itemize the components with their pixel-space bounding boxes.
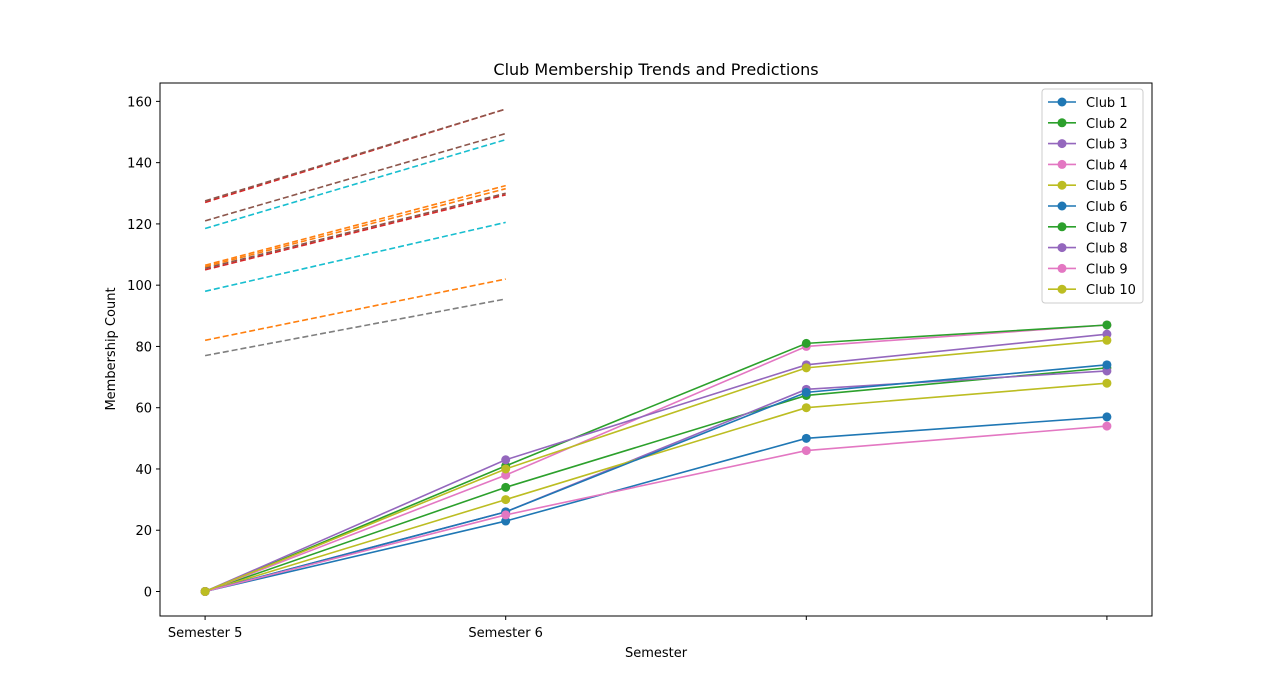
data-point: [801, 403, 811, 413]
data-point: [501, 464, 511, 474]
x-tick-label: Semester 5: [168, 626, 243, 641]
legend-marker: [1057, 263, 1067, 273]
data-point: [200, 586, 210, 596]
plot-area: [200, 108, 1112, 596]
legend-label: Club 4: [1086, 158, 1128, 173]
legend-marker: [1057, 284, 1067, 294]
legend-marker: [1057, 139, 1067, 149]
data-point: [1102, 320, 1112, 330]
data-point: [801, 338, 811, 348]
legend-marker: [1057, 243, 1067, 253]
prediction-line: [204, 221, 506, 293]
prediction-line: [204, 194, 506, 271]
prediction-line: [204, 187, 506, 268]
legend: Club 1 Club 2 Club 3 Club 4 Club 5 Club 6 Club…: [1041, 88, 1144, 304]
data-point: [501, 495, 511, 505]
legend-marker: [1057, 201, 1067, 211]
legend-label: Club 10: [1086, 283, 1136, 298]
legend-label: Club 3: [1086, 138, 1128, 153]
legend-label: Club 9: [1086, 262, 1128, 277]
y-tick-label: 100: [127, 279, 152, 294]
series-line: [204, 339, 1107, 593]
data-point: [801, 387, 811, 397]
prediction-line: [204, 278, 506, 342]
data-point: [801, 363, 811, 373]
series-line: [204, 324, 1107, 593]
series-line: [204, 425, 1107, 593]
y-tick-label: 80: [135, 340, 152, 355]
legend-label: Club 5: [1086, 179, 1128, 194]
plot-frame: [159, 82, 1153, 617]
y-tick-label: 0: [144, 585, 152, 600]
data-point: [501, 482, 511, 492]
y-tick-label: 120: [127, 218, 152, 233]
legend-marker: [1057, 222, 1067, 232]
data-point: [801, 433, 811, 443]
x-tick-label: Semester 6: [468, 626, 543, 641]
y-tick-label: 60: [135, 402, 152, 417]
series-line: [204, 333, 1107, 593]
prediction-line: [204, 192, 506, 270]
prediction-line: [204, 298, 506, 357]
series-line: [204, 364, 1107, 593]
y-tick-label: 40: [135, 463, 152, 478]
legend-box: [1041, 88, 1144, 304]
legend-marker: [1057, 159, 1067, 169]
y-tick-label: 20: [135, 524, 152, 539]
legend-marker: [1057, 97, 1067, 107]
data-point: [801, 446, 811, 456]
prediction-line: [204, 138, 506, 230]
x-axis-label: Semester: [625, 646, 688, 661]
prediction-line: [204, 108, 506, 202]
legend-label: Club 1: [1086, 96, 1128, 111]
data-point: [1102, 421, 1112, 431]
legend-label: Club 6: [1086, 200, 1128, 215]
prediction-line: [204, 132, 506, 222]
chart-title: Club Membership Trends and Predictions: [493, 60, 818, 79]
data-point: [1102, 335, 1112, 345]
legend-marker: [1057, 118, 1067, 128]
series-line: [204, 324, 1107, 593]
data-point: [1102, 412, 1112, 422]
legend-label: Club 2: [1086, 117, 1128, 132]
data-point: [1102, 360, 1112, 370]
prediction-line: [204, 184, 506, 267]
data-point: [501, 455, 511, 465]
legend-label: Club 7: [1086, 221, 1128, 236]
axes: 0 20 40 60 80 100 120 140 160 Semester 5 Semester …: [127, 95, 1108, 641]
legend-marker: [1057, 180, 1067, 190]
series-line: [204, 367, 1107, 593]
y-tick-label: 160: [127, 95, 152, 110]
data-point: [1102, 378, 1112, 388]
data-point: [501, 510, 511, 520]
series-line: [204, 416, 1107, 593]
series-line: [204, 382, 1107, 593]
legend-label: Club 8: [1086, 242, 1128, 257]
y-axis-label: Membership Count: [104, 287, 119, 410]
y-tick-label: 140: [127, 157, 152, 172]
